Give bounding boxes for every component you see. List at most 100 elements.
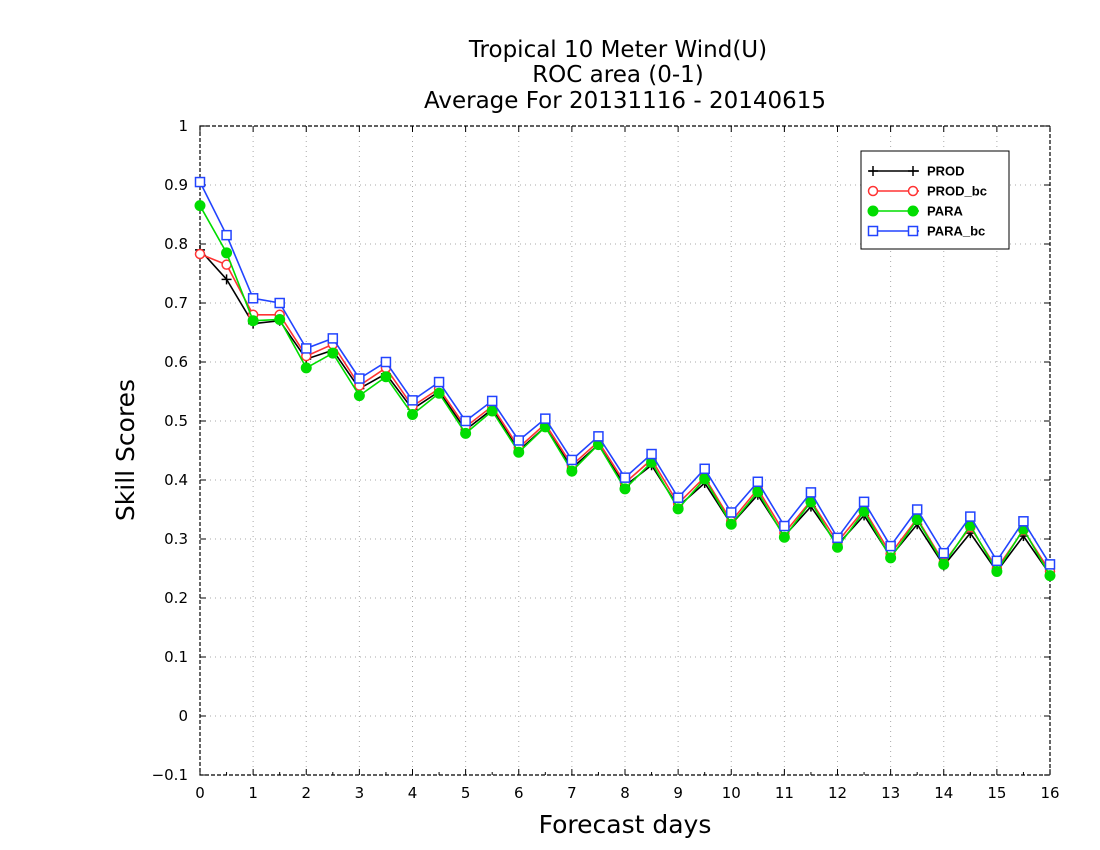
legend-item-para: PARA — [867, 204, 963, 219]
data-point-para-bc — [1044, 559, 1056, 570]
data-point-para — [938, 558, 950, 570]
y-tick-label: 0.9 — [164, 176, 188, 194]
series-para — [194, 200, 1056, 582]
chart-title: Tropical 10 Meter Wind(U) ROC area (0-1)… — [424, 37, 826, 114]
legend-label: PARA_bc — [927, 224, 985, 239]
y-tick-label: 0.5 — [164, 412, 188, 430]
series-para-bc — [194, 176, 1056, 570]
y-tick-label: 0.3 — [164, 530, 188, 548]
title-line-3: Average For 20131116 - 20140615 — [424, 88, 826, 114]
data-point-para-bc — [221, 229, 232, 241]
data-point-para-bc — [327, 333, 339, 344]
data-point-para-bc — [752, 476, 764, 488]
x-tick-label: 4 — [408, 784, 418, 802]
data-point-para-bc — [779, 520, 790, 532]
legend-label: PROD — [927, 164, 965, 179]
x-tick-label: 16 — [1040, 784, 1059, 802]
legend-item-para-bc: PARA_bc — [867, 224, 985, 239]
data-point-para-bc — [1018, 516, 1029, 527]
legend-marker — [908, 166, 918, 176]
x-tick-label: 5 — [461, 784, 471, 802]
x-tick-label: 11 — [775, 784, 794, 802]
data-point-para-bc — [380, 356, 392, 368]
x-tick-label: 9 — [673, 784, 683, 802]
data-point-para-bc — [911, 504, 923, 515]
data-point-para — [460, 427, 472, 439]
data-point-para-bc — [726, 507, 737, 518]
data-point-para-bc — [965, 511, 976, 522]
data-point-para-bc — [832, 532, 843, 544]
legend-label: PROD_bc — [927, 184, 987, 199]
data-point-para — [407, 409, 418, 421]
data-point-para-bc — [646, 448, 657, 460]
x-tick-label: 3 — [355, 784, 365, 802]
data-point-para — [566, 465, 578, 477]
data-point-para-bc — [938, 547, 949, 559]
x-tick-label: 7 — [567, 784, 577, 802]
data-point-para — [619, 483, 631, 495]
data-point-prod — [221, 274, 232, 285]
data-point-para-bc — [619, 472, 631, 483]
data-point-para-bc — [433, 376, 445, 388]
data-point-para — [247, 315, 259, 327]
series-prod — [195, 244, 1055, 580]
legend-marker — [868, 166, 878, 176]
y-tick-label: 0.6 — [164, 353, 188, 371]
data-point-para — [513, 446, 525, 458]
data-point-para-bc — [593, 431, 604, 442]
data-point-para — [725, 518, 737, 530]
x-axis: 0 1 2 3 4 5 6 7 8 9 10 11 12 13 14 15 16 — [195, 126, 1060, 802]
data-point-para-bc — [486, 395, 498, 407]
data-point-para-bc — [858, 496, 870, 508]
y-tick-label: 0.1 — [164, 648, 188, 666]
data-point-para — [778, 531, 790, 543]
data-point-para-bc — [274, 297, 285, 309]
x-tick-label: 14 — [934, 784, 953, 802]
x-tick-label: 13 — [881, 784, 900, 802]
legend-marker — [907, 225, 919, 237]
legend: PROD PROD_bc PARA PARA_bc — [860, 150, 1010, 250]
legend-marker — [867, 225, 879, 237]
y-tick-label: 0.4 — [164, 471, 188, 489]
data-point-para — [300, 362, 312, 374]
data-point-para-bc — [247, 293, 259, 304]
data-point-para-bc — [699, 463, 710, 475]
data-point-para-bc — [540, 413, 551, 424]
data-point-prod-bc — [194, 248, 206, 260]
data-point-para-bc — [991, 555, 1003, 567]
y-tick-label: 0.2 — [164, 589, 188, 607]
x-axis-label: Forecast days — [539, 810, 712, 839]
data-point-para — [672, 503, 684, 515]
data-point-para — [991, 565, 1003, 577]
data-point-para — [380, 371, 392, 383]
x-tick-label: 2 — [301, 784, 311, 802]
data-point-para-bc — [460, 415, 471, 427]
x-tick-label: 12 — [828, 784, 847, 802]
data-point-para — [194, 200, 206, 212]
data-point-para-bc — [407, 395, 418, 406]
y-tick-label: 1 — [178, 117, 188, 135]
data-point-para-bc — [566, 454, 578, 466]
x-tick-label: 10 — [722, 784, 741, 802]
data-point-para — [433, 387, 445, 399]
x-tick-label: 8 — [620, 784, 630, 802]
legend-marker — [867, 185, 879, 197]
legend-item-prod-bc: PROD_bc — [867, 184, 987, 199]
x-tick-label: 6 — [514, 784, 524, 802]
y-axis-label: Skill Scores — [111, 379, 140, 521]
title-line-2: ROC area (0-1) — [532, 62, 704, 88]
x-tick-label: 1 — [248, 784, 258, 802]
y-tick-label: 0.7 — [164, 294, 188, 312]
x-tick-label: 15 — [987, 784, 1006, 802]
data-point-para — [1044, 570, 1056, 582]
data-point-para — [353, 390, 365, 402]
y-axis: −0.1 0 0.1 0.2 0.3 0.4 0.5 0.6 0.7 0.8 0.9 1 — [152, 117, 1050, 784]
legend-marker — [907, 185, 919, 197]
data-point-para — [832, 541, 843, 553]
x-tick-label: 0 — [195, 784, 205, 802]
y-tick-label: 0.8 — [164, 235, 188, 253]
data-point-para-bc — [194, 176, 206, 188]
data-point-para — [274, 314, 286, 326]
legend-label: PARA — [927, 204, 963, 219]
